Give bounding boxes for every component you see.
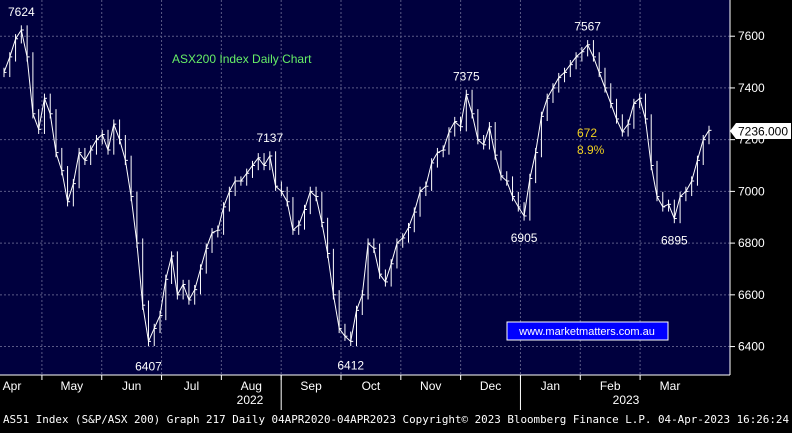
x-tick-label: Jun <box>122 379 141 393</box>
x-tick-label: Feb <box>600 379 621 393</box>
watermark-text: www.marketmatters.com.au <box>518 326 655 338</box>
bottom-axis-background <box>0 375 792 428</box>
last-price-tag-shape <box>730 123 791 139</box>
price-series <box>3 25 712 347</box>
x-tick-label: Mar <box>660 379 681 393</box>
annotation-label: 6905 <box>511 231 538 245</box>
y-tick-label: 7400 <box>738 81 765 95</box>
y-tick-label: 7000 <box>738 184 765 198</box>
right-axis-background <box>730 0 792 375</box>
plot-area <box>0 0 730 375</box>
x-tick-label: Sep <box>300 379 322 393</box>
y-tick-label: 6400 <box>738 340 765 354</box>
x-tick-label: Aug <box>241 379 262 393</box>
annotation-label: 7567 <box>574 20 601 34</box>
change-points-label: 672 <box>577 126 597 140</box>
annotation-label: 6412 <box>337 358 364 372</box>
change-percent-label: 8.9% <box>577 143 605 157</box>
x-tick-label: Oct <box>362 379 381 393</box>
y-tick-label: 6800 <box>738 236 765 250</box>
y-tick-label: 7600 <box>738 29 765 43</box>
x-tick-label: Nov <box>420 379 441 393</box>
x-tick-label: Dec <box>480 379 501 393</box>
annotation-label: 7375 <box>453 69 480 83</box>
year-label-2023: 2023 <box>613 393 640 407</box>
x-tick-label: Jul <box>184 379 199 393</box>
annotation-label: 7624 <box>8 5 35 19</box>
annotation-label: 6895 <box>661 234 688 248</box>
y-tick-label: 6600 <box>738 288 765 302</box>
x-tick-label: Jan <box>541 379 560 393</box>
x-tick-label: Apr <box>3 379 22 393</box>
x-axis-ticks: Apr May Jun Jul Aug Sep Oct Nov Dec Jan Feb Mar <box>0 374 730 410</box>
annotation-label: 7137 <box>256 131 283 145</box>
annotation-label: 6407 <box>135 360 162 374</box>
last-price-tag: 7236.000 <box>730 123 791 139</box>
x-tick-label: May <box>60 379 83 393</box>
watermark-box <box>506 321 669 341</box>
last-price-value: 7236.000 <box>738 125 788 139</box>
annotations: 7624 6407 7137 6412 7375 6905 7567 6895 <box>8 5 688 374</box>
footer-text: AS51 Index (S&P/ASX 200) Graph 217 Daily… <box>3 413 789 426</box>
year-label-2022: 2022 <box>237 393 264 407</box>
chart-title: ASX200 Index Daily Chart <box>172 52 312 66</box>
